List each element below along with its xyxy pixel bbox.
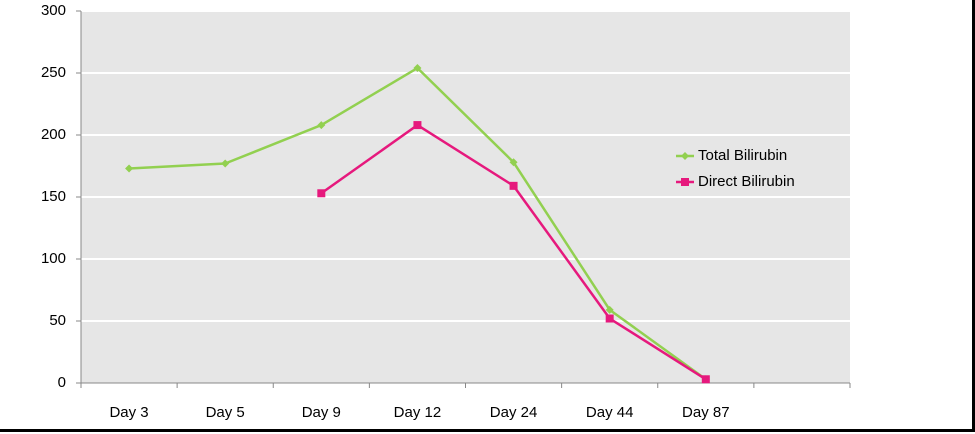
- x-tick-label: Day 12: [394, 404, 442, 421]
- direct-bilirubin-point: [605, 314, 614, 323]
- legend-item-direct-bilirubin: Direct Bilirubin: [676, 173, 795, 190]
- y-tick-label: 250: [41, 64, 66, 81]
- y-tick-label: 0: [58, 374, 66, 391]
- x-tick-label: Day 24: [490, 404, 538, 421]
- total-bilirubin-point: [413, 64, 422, 73]
- y-tick-label: 100: [41, 250, 66, 267]
- y-tick-label: 300: [41, 2, 66, 19]
- legend-marker: [681, 152, 689, 160]
- legend-item-total-bilirubin: Total Bilirubin: [676, 147, 787, 164]
- direct-bilirubin-point: [701, 375, 710, 384]
- direct-bilirubin-point: [509, 181, 518, 190]
- total-bilirubin-point: [221, 159, 230, 168]
- direct-bilirubin-point: [413, 121, 422, 130]
- y-tick-label: 50: [49, 312, 66, 329]
- y-tick-label: 150: [41, 188, 66, 205]
- x-tick-label: Day 3: [109, 404, 148, 421]
- x-tick-label: Day 5: [206, 404, 245, 421]
- legend-label: Direct Bilirubin: [698, 173, 795, 190]
- x-tick-label: Day 44: [586, 404, 634, 421]
- total-bilirubin-point: [509, 158, 518, 167]
- total-bilirubin-point: [317, 121, 326, 130]
- x-tick-label: Day 87: [682, 404, 730, 421]
- y-tick-label: 200: [41, 126, 66, 143]
- total-bilirubin-point: [605, 305, 614, 314]
- legend-label: Total Bilirubin: [698, 147, 787, 164]
- total-bilirubin-point: [125, 164, 134, 173]
- legend-marker: [681, 178, 689, 186]
- direct-bilirubin-point: [317, 189, 326, 198]
- x-tick-label: Day 9: [302, 404, 341, 421]
